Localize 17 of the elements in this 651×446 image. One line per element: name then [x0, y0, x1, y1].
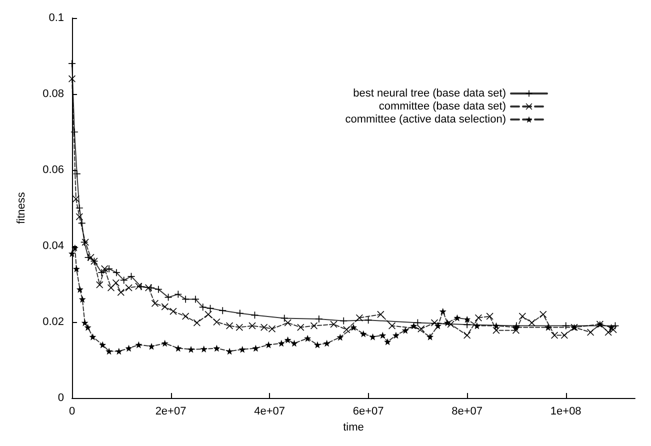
x-tick-label: 0: [68, 406, 76, 418]
y-tick-label: 0.08: [42, 88, 64, 100]
y-tick-label: 0.04: [42, 240, 64, 252]
x-tick-label: 1e+08: [550, 406, 582, 418]
y-tick-label: 0.02: [42, 316, 64, 328]
legend-label: committee (base data set): [378, 100, 506, 112]
x-axis-title: time: [343, 421, 364, 434]
y-axis-title: fitness: [16, 192, 28, 224]
legend-label: best neural tree (base data set): [353, 88, 506, 100]
x-tick-label: 2e+07: [155, 406, 186, 418]
x-tick-label: 8e+07: [452, 406, 483, 418]
y-tick-label: 0.1: [48, 12, 64, 24]
y-tick-label: 0: [58, 392, 64, 404]
y-tick-label: 0.06: [42, 164, 64, 176]
legend-label: committee (active data selection): [345, 114, 506, 126]
x-tick-label: 6e+07: [352, 406, 384, 418]
x-tick-label: 4e+07: [254, 406, 285, 418]
